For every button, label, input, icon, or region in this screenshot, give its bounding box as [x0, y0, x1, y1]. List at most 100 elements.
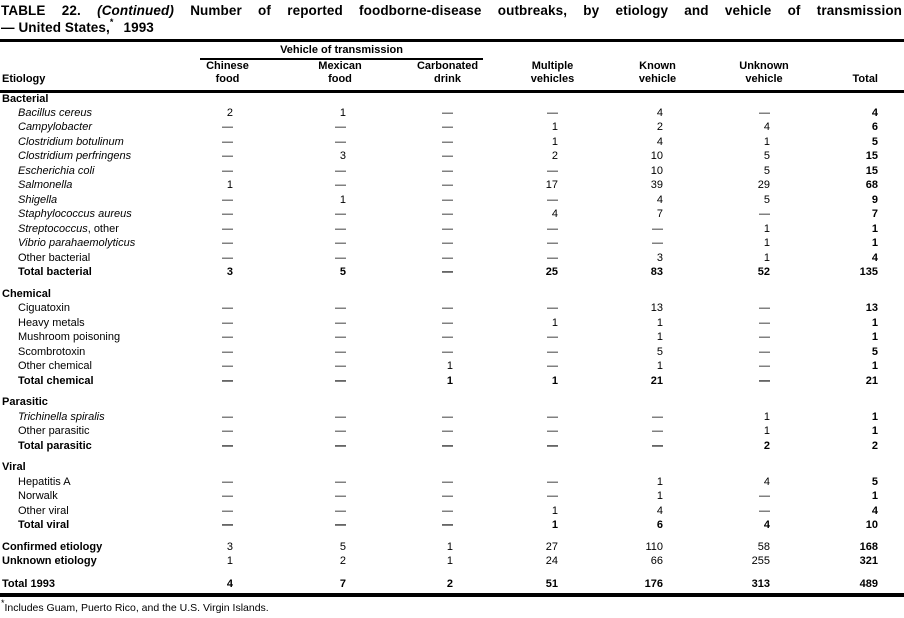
value-cell: 25: [545, 266, 558, 279]
value-cell: —: [222, 135, 233, 148]
value-cell: —: [759, 316, 770, 329]
value-cell: 68: [865, 179, 878, 192]
etiology-label: Total viral: [18, 519, 70, 532]
value-cell: —: [335, 316, 346, 329]
value-cell: 5: [871, 475, 878, 488]
value-cell: 51: [545, 578, 558, 590]
etiology-cell: Other parasitic: [0, 425, 170, 440]
value-cell: 7: [871, 208, 878, 221]
table-title-line1: TABLE 22. (Continued) Number of reported…: [1, 3, 902, 20]
value-cell: —: [222, 251, 233, 264]
etiology-label: Heavy metals: [18, 316, 85, 329]
etiology-cell: Hepatitis A: [0, 475, 170, 490]
value-cell: 17: [545, 179, 558, 192]
value-cell: 4: [763, 519, 770, 532]
value-cell: 3: [339, 150, 346, 163]
vehicle-of-transmission-spanner: Vehicle of transmission: [170, 43, 500, 60]
section-gap: [0, 569, 904, 578]
table-body: Bacterial Bacillus cereus 2 1— —4—4 Campyloba…: [0, 92, 904, 596]
table-row: Salmonella 1 — — 17 39 29 68: [0, 179, 904, 194]
etiology-label: Salmonella: [18, 179, 73, 192]
title-text: Number of reported foodborne-disease out…: [190, 3, 903, 18]
table-row: Other parasitic — — — — — 1 1: [0, 425, 904, 440]
header-line: Carbonated: [416, 60, 479, 72]
section-gap-cell: [0, 389, 904, 396]
value-cell: 1: [871, 360, 878, 373]
value-cell: 1: [871, 237, 878, 250]
etiology-label: Hepatitis A: [18, 475, 71, 488]
value-cell: 489: [859, 578, 878, 590]
etiology-label: Total parasitic: [18, 439, 92, 452]
value-cell: —: [547, 410, 558, 423]
table-row: Ciguatoxin — — — — 13 — 13: [0, 302, 904, 317]
value-cell: —: [547, 439, 558, 452]
value-cell: 24: [545, 555, 558, 568]
etiology-label: Scombrotoxin: [18, 345, 86, 358]
value-cell: —: [759, 345, 770, 358]
spanner-label: Vehicle of transmission: [200, 44, 483, 60]
value-cell: 5: [656, 345, 663, 358]
column-header-carbonated-drink: Carbonated drink: [395, 60, 500, 93]
value-cell: —: [442, 251, 453, 264]
value-cell: 7: [656, 208, 663, 221]
outbreaks-table: Vehicle of transmission Etiology Chinese…: [0, 43, 904, 597]
column-header-row: Etiology Chinese food Mexican food Carbo…: [0, 60, 904, 93]
value-cell: —: [222, 360, 233, 373]
etiology-label: Total chemical: [18, 374, 94, 387]
value-cell: 4: [871, 106, 878, 119]
value-cell: —: [335, 360, 346, 373]
etiology-label: Clostridium botulinum: [18, 135, 124, 148]
value-cell: 1: [551, 374, 558, 387]
section-gap: [0, 389, 904, 396]
value-cell: 1: [871, 410, 878, 423]
table-title-line2: — United States,* 1993: [1, 17, 902, 37]
value-cell: 4: [656, 106, 663, 119]
value-cell: 1: [871, 425, 878, 438]
value-cell: —: [442, 193, 453, 206]
value-cell: 110: [645, 540, 663, 553]
value-cell: 21: [865, 374, 878, 387]
section-gap-cell: [0, 280, 904, 287]
value-cell: 1: [871, 331, 878, 344]
section-label: Bacterial: [2, 93, 49, 105]
value-cell: —: [442, 331, 453, 344]
header-line: food: [215, 72, 240, 85]
footnote-text: Includes Guam, Puerto Rico, and the U.S.…: [4, 602, 269, 614]
value-cell: 1: [656, 360, 663, 373]
value-cell: 1: [871, 490, 878, 503]
value-cell: —: [759, 374, 770, 387]
value-cell: —: [547, 302, 558, 315]
value-cell: —: [222, 475, 233, 488]
section-label: Chemical: [2, 287, 51, 300]
value-cell: —: [547, 251, 558, 264]
value-cell: 5: [763, 193, 770, 206]
summary-row: Unknown etiology 1 2 1 24 66 255 321: [0, 555, 904, 570]
etiology-label: Clostridium perfringens: [18, 150, 132, 163]
value-cell: —: [652, 222, 663, 235]
value-cell: 1: [446, 555, 453, 568]
footnote: *Includes Guam, Puerto Rico, and the U.S…: [0, 597, 904, 614]
table-row: Heavy metals — — — 1 1 — 1: [0, 316, 904, 331]
etiology-cell: Campylobacter: [0, 121, 170, 136]
value-cell: 1: [871, 316, 878, 329]
value-cell: —: [759, 490, 770, 503]
value-cell: 29: [757, 179, 770, 192]
value-cell: 1: [446, 374, 453, 387]
title-footnote-marker: *: [109, 17, 114, 27]
table-row: Clostridium botulinum — — — 1 4 1 5: [0, 135, 904, 150]
etiology-cell: Mushroom poisoning: [0, 331, 170, 346]
value-cell: —: [222, 150, 233, 163]
etiology-cell: Scombrotoxin: [0, 345, 170, 360]
value-cell: 10: [650, 164, 663, 177]
value-cell: —: [442, 135, 453, 148]
value-cell: —: [547, 490, 558, 503]
table-row: Streptococcus, other — — — — — 1 1: [0, 222, 904, 237]
value-cell: 2: [656, 121, 663, 134]
value-cell: —: [442, 237, 453, 250]
value-cell: 1: [656, 475, 663, 488]
etiology-cell: Escherichia coli: [0, 164, 170, 179]
value-cell: —: [335, 519, 346, 532]
table-row: Norwalk — — — — 1 — 1: [0, 490, 904, 505]
table-row: Scombrotoxin — — — — 5 — 5: [0, 345, 904, 360]
etiology-label: Campylobacter: [18, 121, 92, 134]
